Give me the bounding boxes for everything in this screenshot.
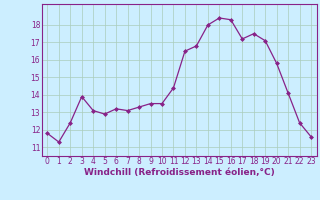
X-axis label: Windchill (Refroidissement éolien,°C): Windchill (Refroidissement éolien,°C)	[84, 168, 275, 177]
